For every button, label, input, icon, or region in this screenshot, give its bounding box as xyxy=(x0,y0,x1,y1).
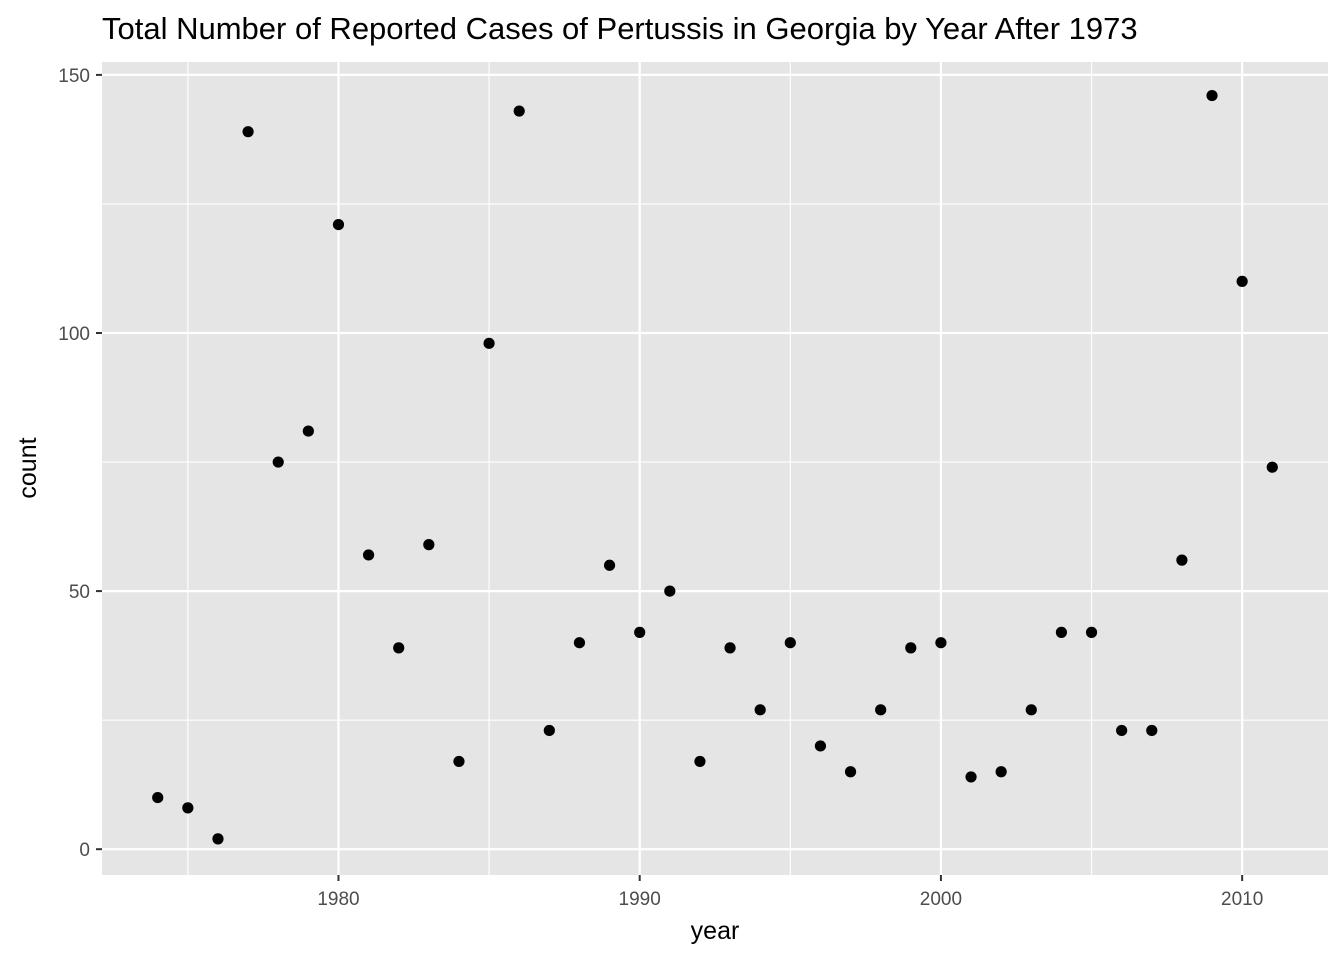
data-point xyxy=(784,637,796,649)
data-point xyxy=(1176,554,1188,566)
data-point xyxy=(1206,89,1218,102)
data-point xyxy=(573,637,586,649)
data-point xyxy=(152,791,164,804)
data-point xyxy=(212,833,224,845)
data-point xyxy=(272,456,284,468)
y-tick-label: 150 xyxy=(58,66,90,87)
x-tick-label: 1980 xyxy=(317,889,359,910)
x-tick-label: 2010 xyxy=(1221,889,1263,910)
y-tick-label: 100 xyxy=(58,324,90,345)
y-tick-label: 0 xyxy=(79,840,90,861)
data-point xyxy=(332,219,345,231)
data-point xyxy=(483,337,495,349)
data-points xyxy=(152,89,1278,845)
data-point xyxy=(1055,626,1068,638)
data-point xyxy=(1116,724,1128,737)
data-point xyxy=(1025,704,1037,716)
data-point xyxy=(182,802,194,814)
major-gridlines xyxy=(102,62,1328,875)
minor-gridlines xyxy=(102,62,1328,875)
data-point xyxy=(724,642,736,654)
x-tick-label: 2000 xyxy=(920,889,962,910)
axis-ticks xyxy=(96,73,1244,881)
data-point xyxy=(453,755,465,768)
data-point xyxy=(844,766,857,778)
data-point xyxy=(1266,461,1278,473)
data-point xyxy=(423,539,435,551)
data-point xyxy=(754,704,766,716)
chart-title: Total Number of Reported Cases of Pertus… xyxy=(102,11,1138,46)
data-point xyxy=(302,425,314,437)
x-axis-title: year xyxy=(691,917,740,945)
data-point xyxy=(603,559,616,571)
y-tick-label: 50 xyxy=(69,582,90,603)
data-point xyxy=(513,105,525,117)
plot-panel xyxy=(102,62,1328,875)
data-point xyxy=(1146,724,1158,737)
data-point xyxy=(543,724,555,737)
data-point xyxy=(664,585,676,597)
data-point xyxy=(1085,626,1098,638)
data-point xyxy=(242,126,254,138)
data-point xyxy=(1236,275,1248,287)
data-point xyxy=(965,771,977,783)
y-axis-title: count xyxy=(14,437,42,498)
data-point xyxy=(634,626,646,638)
x-tick-label: 1990 xyxy=(619,889,661,910)
data-point xyxy=(393,642,405,654)
data-point xyxy=(814,740,827,752)
data-point xyxy=(995,766,1007,778)
data-point xyxy=(694,755,706,768)
data-point xyxy=(362,549,375,561)
data-point xyxy=(905,642,917,654)
tick-labels: 1980 1990 2000 2010 0 50 100 150 xyxy=(58,66,1263,910)
data-point xyxy=(875,704,887,716)
data-point xyxy=(935,637,947,649)
